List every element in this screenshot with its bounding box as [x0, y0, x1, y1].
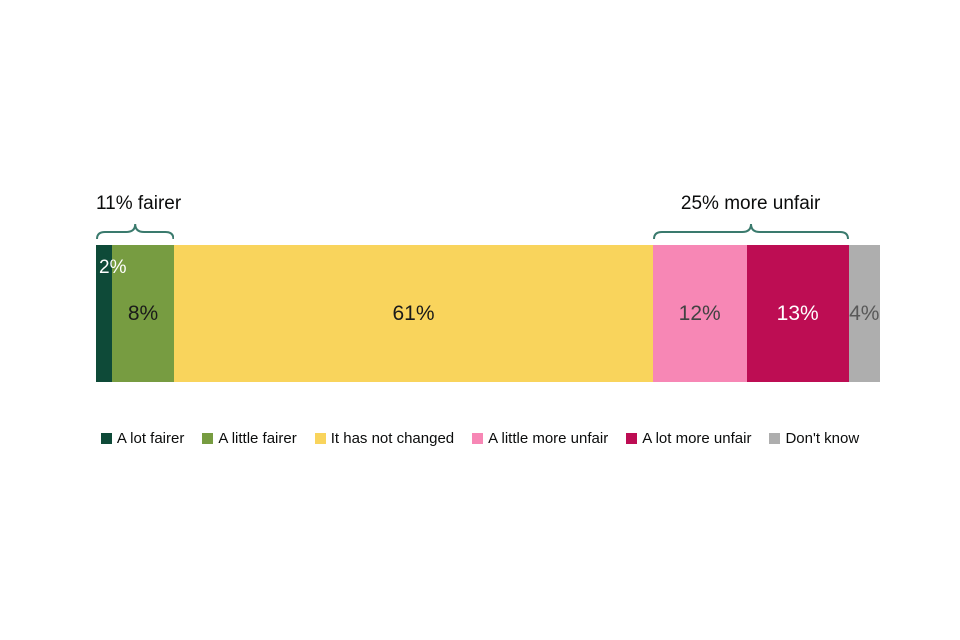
segment-value-label-dont-know: 4% [849, 301, 880, 325]
bar-segment-dont-know: 4% [848, 245, 880, 382]
bar-segment-a-little-more-unfair: 12% [652, 245, 747, 382]
legend-label: A little more unfair [488, 430, 609, 447]
legend-item-a-little-fairer: A little fairer [202, 430, 297, 447]
segment-value-label-a-little-more-unfair: 12% [678, 301, 721, 325]
bar-segment-it-has-not-changed: 61% [174, 245, 653, 382]
brace-icon [96, 223, 175, 240]
segment-value-label-a-lot-fairer: 2% [99, 257, 127, 278]
stacked-bar: 2% 8% 61% 12% 13% 4% [96, 245, 880, 382]
annotation-text-fairer: 11% fairer [96, 193, 182, 214]
legend-swatch-icon [202, 433, 214, 444]
bar-segment-a-lot-fairer: 2% [96, 245, 127, 382]
bar-segment-a-little-fairer: 8% [111, 245, 175, 382]
legend-item-a-little-more-unfair: A little more unfair [472, 430, 608, 447]
legend-swatch-icon [100, 433, 112, 444]
segment-value-label-a-lot-more-unfair: 13% [776, 301, 819, 325]
legend-swatch-icon [626, 433, 638, 444]
legend-item-a-lot-more-unfair: A lot more unfair [626, 430, 751, 447]
legend: A lot fairer A little fairer It has not ch… [0, 430, 960, 447]
legend-item-it-has-not-changed: It has not changed [314, 430, 455, 447]
legend-label: A little fairer [218, 430, 297, 447]
legend-swatch-icon [769, 433, 781, 444]
annotation-more-unfair: 25% more unfair [652, 192, 849, 240]
annotation-fairer: 11% fairer [96, 192, 182, 240]
legend-swatch-icon [472, 433, 484, 444]
legend-item-a-lot-fairer: A lot fairer [100, 430, 185, 447]
legend-label: A lot fairer [116, 430, 185, 447]
segment-value-label-a-little-fairer: 8% [127, 301, 159, 325]
brace-icon [652, 223, 849, 240]
brace-layer: 11% fairer 25% more unfair [96, 192, 880, 244]
legend-label: It has not changed [330, 430, 455, 447]
legend-label: A lot more unfair [642, 430, 752, 447]
legend-label: Don't know [785, 430, 860, 447]
bar-segment-a-lot-more-unfair: 13% [746, 245, 849, 382]
segment-value-label-it-has-not-changed: 61% [392, 301, 435, 325]
legend-swatch-icon [314, 433, 326, 444]
legend-item-dont-know: Don't know [769, 430, 859, 447]
annotation-text-more-unfair: 25% more unfair [680, 193, 821, 214]
